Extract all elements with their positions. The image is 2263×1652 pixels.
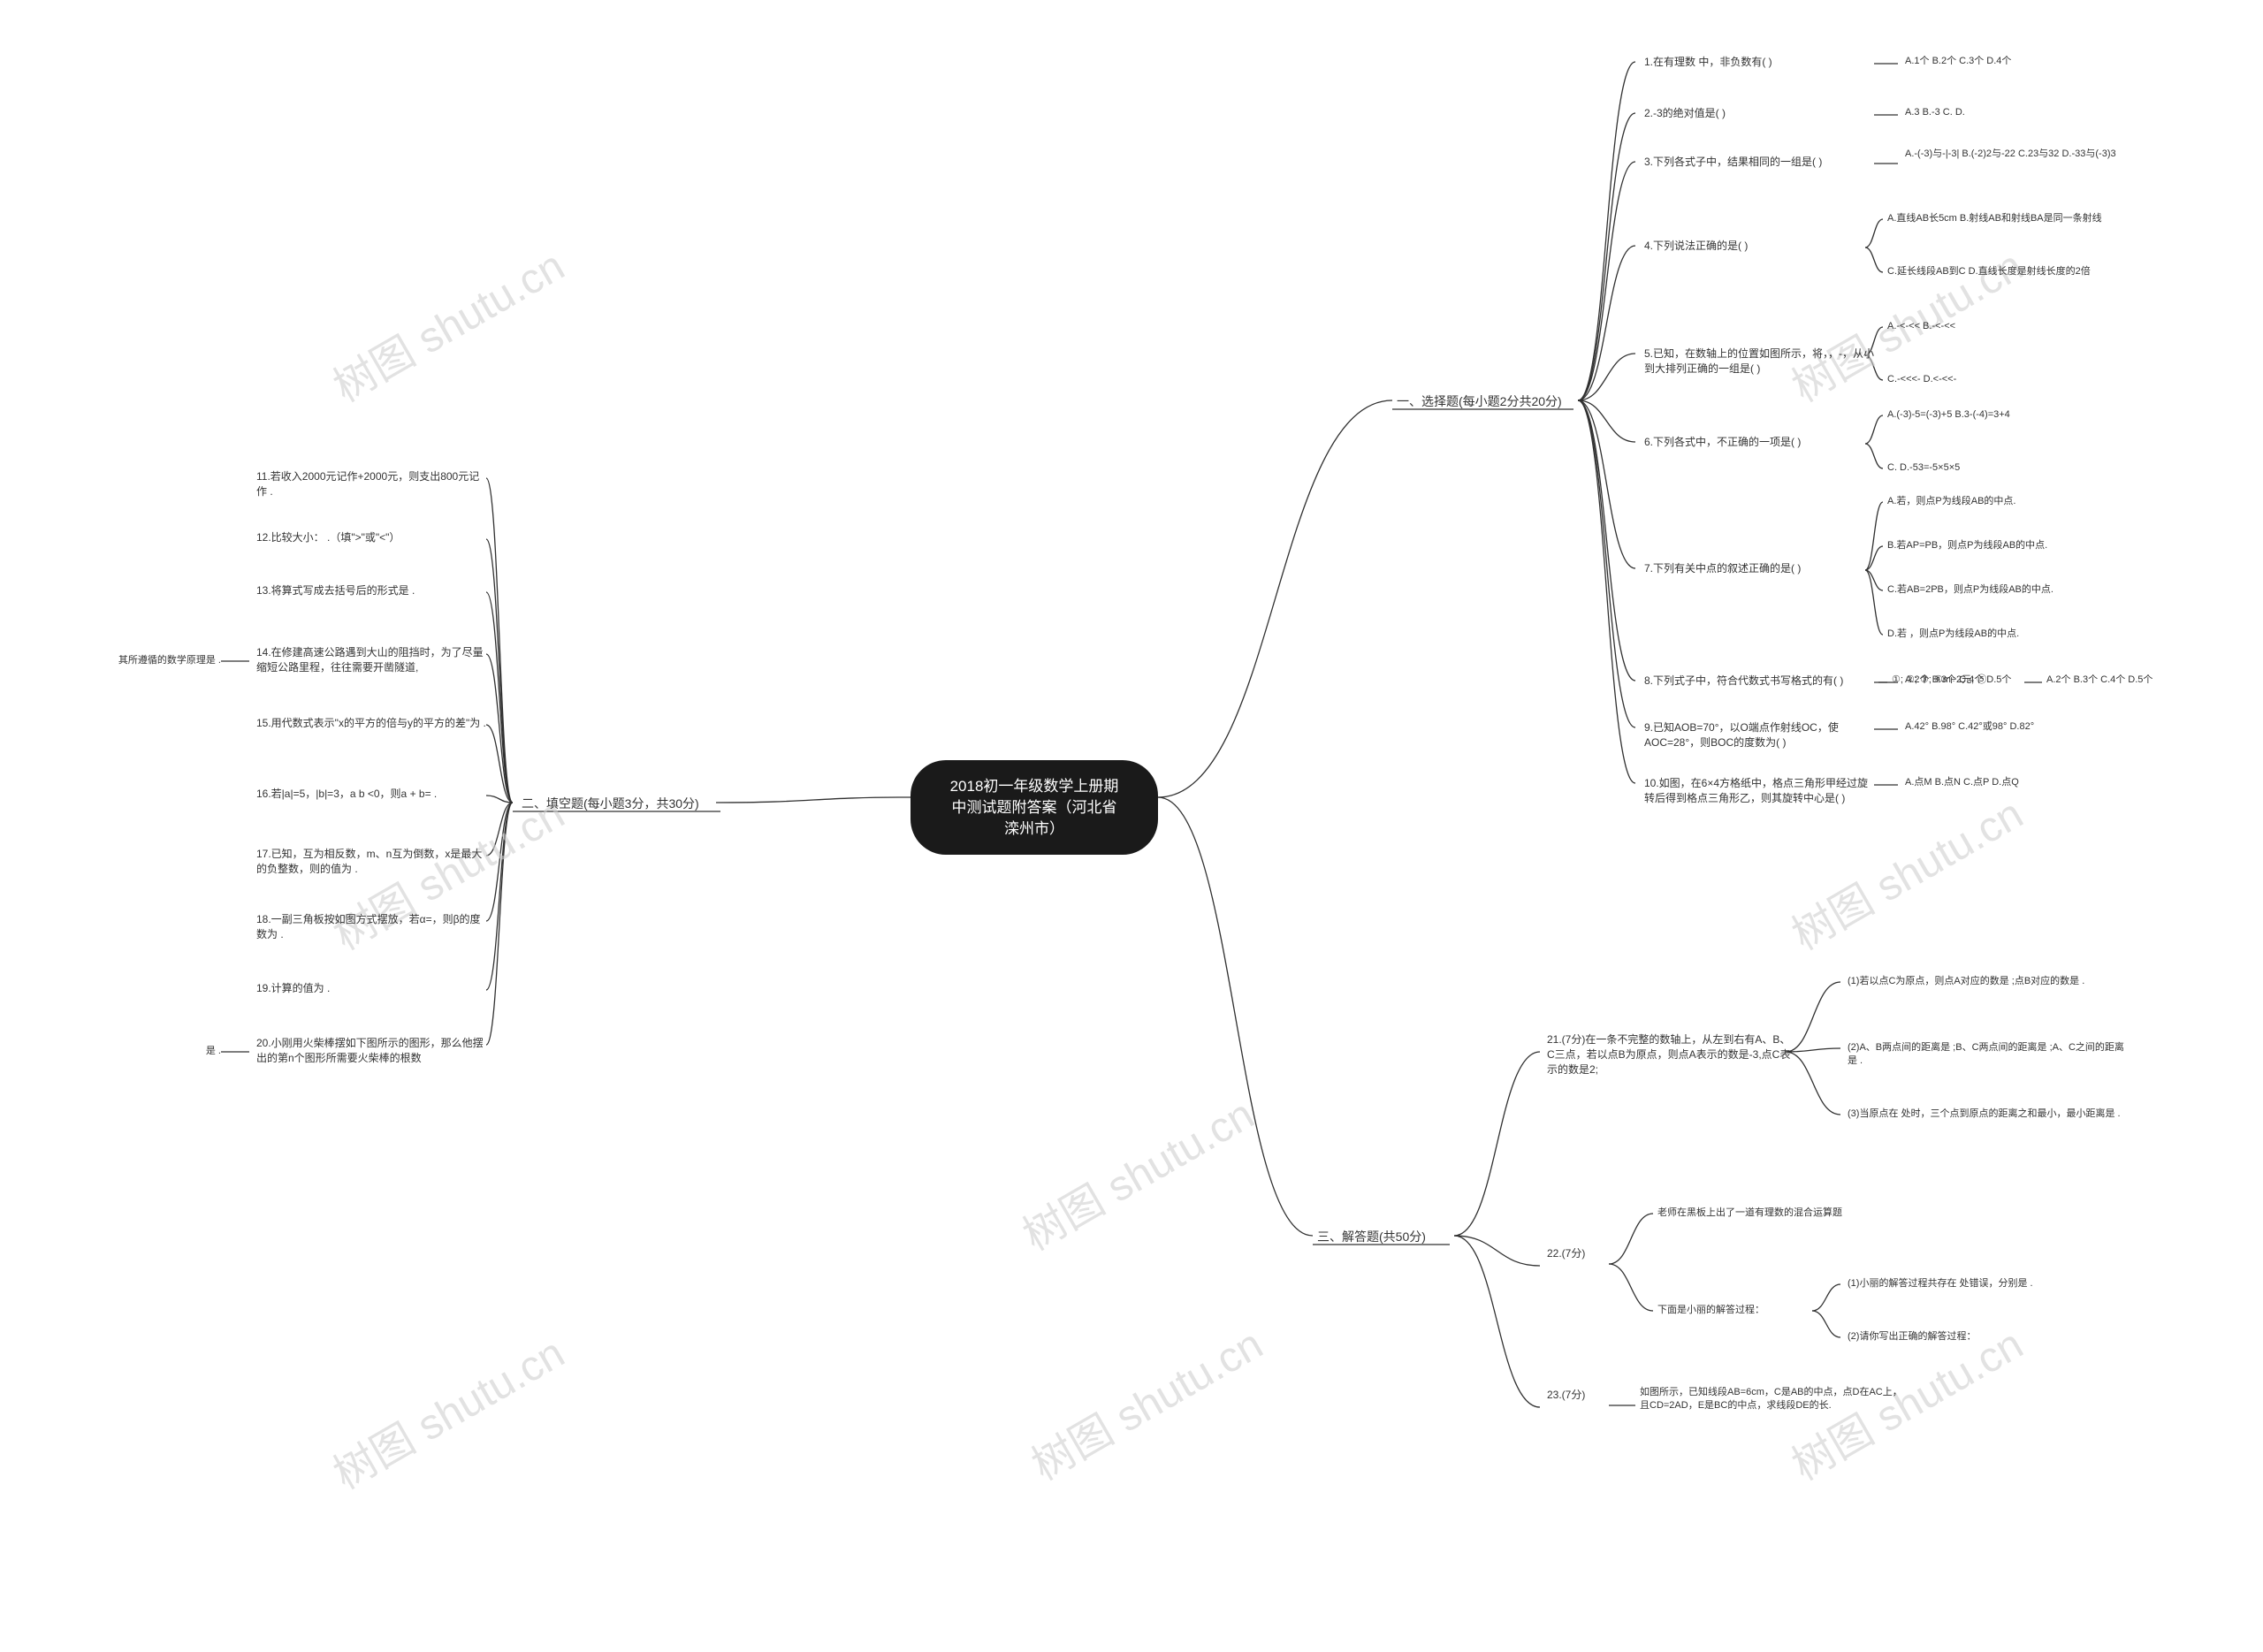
- a-sub: A.-<-<< B.-<-<<: [1887, 320, 1955, 333]
- q2-left: 其所遵循的数学原理是 .: [62, 654, 221, 667]
- root-node: 2018初一年级数学上册期 中测试题附答案（河北省 滦州市）: [911, 760, 1158, 855]
- a-sub: A.直线AB长5cm B.射线AB和射线BA是同一条射线: [1887, 212, 2102, 225]
- q2-node: 16.若|a|=5，|b|=3，a b <0，则a + b= .: [256, 787, 486, 802]
- q2-node: 12.比较大小： .（填">"或"<"）: [256, 530, 486, 545]
- section-1: 一、选择题(每小题2分共20分): [1397, 393, 1562, 411]
- a-sub: C.-<<<- D.<-<<-: [1887, 373, 1956, 386]
- q-node: 9.已知AOB=70°，以O端点作射线OC，使AOC=28°，则BOC的度数为(…: [1644, 720, 1874, 750]
- q3-sub: (3)当原点在 处时，三个点到原点的距离之和最小，最小距离是 .: [1848, 1108, 2121, 1121]
- q-node: 1.在有理数 中，非负数有( ): [1644, 55, 1772, 70]
- q-node: 2.-3的绝对值是( ): [1644, 106, 1726, 121]
- section-3: 三、解答题(共50分): [1317, 1229, 1426, 1246]
- a-sub: D.若 ，则点P为线段AB的中点.: [1887, 628, 2019, 641]
- q2-node: 20.小刚用火柴棒摆如下图所示的图形，那么他摆出的第n个图形所需要火柴棒的根数: [256, 1036, 486, 1066]
- q-node: 7.下列有关中点的叙述正确的是( ): [1644, 561, 1801, 576]
- a-sub: A.(-3)-5=(-3)+5 B.3-(-4)=3+4: [1887, 408, 2010, 422]
- q2-node: 15.用代数式表示"x的平方的倍与y的平方的差"为 .: [256, 716, 486, 731]
- q2-node: 13.将算式写成去括号后的形式是 .: [256, 583, 486, 598]
- q3-mid: 老师在黑板上出了一道有理数的混合运算题: [1657, 1207, 1842, 1220]
- a-sub: C.延长线段AB到C D.直线长度是射线长度的2倍: [1887, 265, 2091, 278]
- q3-sublabel: 下面是小丽的解答过程：: [1657, 1304, 1764, 1317]
- q2-node: 19.计算的值为 .: [256, 981, 486, 996]
- section-2: 二、填空题(每小题3分，共30分): [522, 796, 699, 813]
- q3-node: 23.(7分): [1547, 1388, 1585, 1403]
- a-node: A.点M B.点N C.点P D.点Q: [1905, 776, 2019, 789]
- a-node: A.2个 B.3个 C.4个 D.5个: [2046, 674, 2153, 687]
- q3-mid: 如图所示，已知线段AB=6cm，C是AB的中点，点D在AC上，且CD=2AD，E…: [1640, 1386, 1905, 1413]
- a-sub: C. D.-53=-5×5×5: [1887, 461, 1960, 475]
- q2-node: 14.在修建高速公路遇到大山的阻挡时，为了尽量缩短公路里程，往往需要开凿隧道,: [256, 645, 486, 675]
- q3-sub: (1)若以点C为原点，则点A对应的数是 ;点B对应的数是 .: [1848, 975, 2084, 988]
- a-sub: B.若AP=PB，则点P为线段AB的中点.: [1887, 539, 2047, 552]
- a-node: A.3 B.-3 C. D.: [1905, 106, 1965, 119]
- q-node: 5.已知，在数轴上的位置如图所示，将，，-，从小到大排列正确的一组是( ): [1644, 346, 1874, 377]
- q3-node: 22.(7分): [1547, 1246, 1585, 1261]
- q3-sub: (2)请你写出正确的解答过程：: [1848, 1330, 1976, 1344]
- q2-left: 是 .: [62, 1045, 221, 1058]
- q3-sub: (2)A、B两点间的距离是 ;B、C两点间的距离是 ;A、C之间的距离是 .: [1848, 1041, 2130, 1069]
- q-node: 4.下列说法正确的是( ): [1644, 239, 1748, 254]
- q3-sub: (1)小丽的解答过程共存在 处错误，分别是 .: [1848, 1277, 2033, 1290]
- a-node: A.-(-3)与-|-3| B.(-2)2与-22 C.23与32 D.-33与…: [1905, 148, 2116, 161]
- q3-node: 21.(7分)在一条不完整的数轴上，从左到右有A、B、C三点，若以点B为原点，则…: [1547, 1032, 1794, 1077]
- q-node: 8.下列式子中，符合代数式书写格式的有( ): [1644, 674, 1843, 689]
- q2-node: 18.一副三角板按如图方式摆放，若α=，则β的度数为 .: [256, 912, 486, 942]
- a-sub: C.若AB=2PB，则点P为线段AB的中点.: [1887, 583, 2053, 597]
- q-node: 3.下列各式子中，结果相同的一组是( ): [1644, 155, 1822, 170]
- a-sub: A.若，则点P为线段AB的中点.: [1887, 495, 2015, 508]
- mid-node: ①; ②; ③; ④m÷2元; ⑤: [1892, 674, 1986, 687]
- a-node: A.1个 B.2个 C.3个 D.4个: [1905, 55, 2011, 68]
- q2-node: 11.若收入2000元记作+2000元，则支出800元记作 .: [256, 469, 486, 499]
- a-node: A.42° B.98° C.42°或98° D.82°: [1905, 720, 2034, 734]
- q2-node: 17.已知，互为相反数，m、n互为倒数，x是最大的负整数，则的值为 .: [256, 847, 486, 877]
- q-node: 10.如图，在6×4方格纸中，格点三角形甲经过旋转后得到格点三角形乙，则其旋转中…: [1644, 776, 1874, 806]
- q-node: 6.下列各式中，不正确的一项是( ): [1644, 435, 1801, 450]
